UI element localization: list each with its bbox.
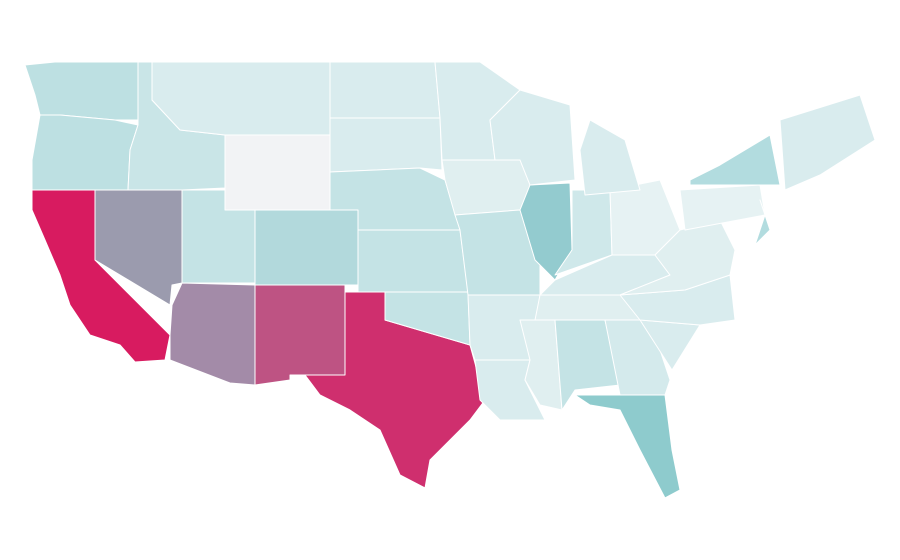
region — [254, 209, 359, 286]
region — [689, 134, 781, 186]
region — [357, 229, 469, 293]
region — [24, 61, 139, 121]
region — [254, 284, 346, 386]
region — [554, 319, 621, 411]
region — [779, 94, 876, 191]
region — [489, 89, 576, 186]
region — [329, 117, 443, 173]
region — [224, 134, 331, 211]
region — [579, 119, 641, 196]
region — [754, 199, 771, 246]
region — [151, 61, 331, 136]
region — [329, 61, 441, 119]
region — [31, 114, 139, 191]
region — [574, 394, 681, 499]
region — [441, 159, 531, 216]
